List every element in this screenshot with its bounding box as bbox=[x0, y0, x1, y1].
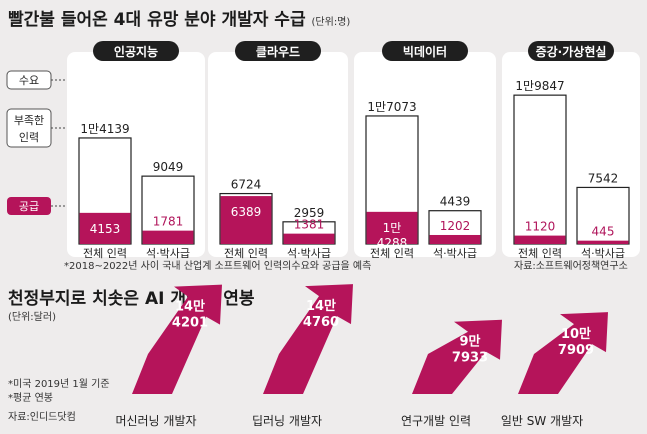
demand-value-label: 4439 bbox=[440, 195, 471, 209]
top-footnote: *2018~2022년 사이 국내 산업계 소프트웨어 인력의수요와 공급을 예… bbox=[64, 261, 372, 272]
panel-4-header bbox=[528, 41, 614, 61]
bottom-chart-unit: (단위:달러) bbox=[8, 312, 56, 323]
legend-supply-label: 공급 bbox=[19, 200, 39, 213]
supply-value-label: 4288 bbox=[377, 236, 408, 250]
legend-shortage-label: 부족한 bbox=[14, 114, 44, 127]
demand-value-label: 1만9847 bbox=[515, 79, 564, 93]
salary-arrow bbox=[518, 312, 608, 394]
category-label: 석·박사급 bbox=[146, 247, 190, 260]
supply-bar bbox=[514, 235, 566, 244]
supply-value-label: 1381 bbox=[294, 218, 325, 232]
panel-2-title: 클라우드 bbox=[256, 44, 300, 59]
category-label: 석·박사급 bbox=[287, 247, 331, 260]
supply-bar bbox=[79, 212, 131, 244]
panel-1-header bbox=[93, 41, 179, 61]
legend-shortage-label: 인력 bbox=[19, 131, 39, 144]
demand-value-label: 1만7073 bbox=[367, 100, 416, 114]
supply-value-label: 1120 bbox=[525, 220, 556, 234]
supply-value-label: 1만 bbox=[383, 221, 402, 235]
panel-3-header bbox=[382, 41, 468, 61]
salary-value-label: 10만 bbox=[561, 326, 591, 342]
salary-value-label: 4201 bbox=[172, 316, 208, 331]
category-label: 전체 인력 bbox=[83, 247, 127, 260]
supply-value-label: 445 bbox=[592, 225, 615, 239]
demand-value-label: 6724 bbox=[231, 178, 262, 192]
category-label: 전체 인력 bbox=[518, 247, 562, 260]
salary-value-label: 9만 bbox=[459, 334, 480, 350]
category-label: 석·박사급 bbox=[581, 247, 625, 260]
category-label: 전체 인력 bbox=[370, 247, 414, 260]
panel-3-title: 빅데이터 bbox=[403, 44, 447, 59]
supply-value-label: 4153 bbox=[90, 222, 121, 236]
demand-value-label: 7542 bbox=[588, 171, 619, 185]
demand-value-label: 1만4139 bbox=[80, 122, 129, 136]
top-chart-unit: (단위:명) bbox=[311, 17, 351, 28]
salary-category-label: 딥러닝 개발자 bbox=[252, 414, 322, 428]
legend-demand-label: 수요 bbox=[19, 74, 39, 87]
salary-arrow bbox=[412, 319, 502, 394]
bottom-source: 자료:인디드닷컴 bbox=[8, 412, 76, 423]
top-chart-title-text: 빨간불 들어온 4대 유망 분야 개발자 수급 bbox=[8, 10, 306, 30]
salary-value-label: 14만 bbox=[306, 298, 336, 314]
top-chart-title: 빨간불 들어온 4대 유망 분야 개발자 수급 (단위:명) bbox=[8, 5, 350, 30]
supply-bar bbox=[577, 240, 629, 244]
panel-1-title: 인공지능 bbox=[114, 44, 158, 59]
salary-arrow bbox=[263, 284, 353, 394]
salary-value-label: 7909 bbox=[558, 343, 594, 358]
demand-value-label: 9049 bbox=[153, 160, 184, 174]
top-source: 자료:소프트웨어정책연구소 bbox=[514, 261, 628, 272]
salary-category-label: 일반 SW 개발자 bbox=[501, 414, 583, 428]
salary-category-label: 연구개발 인력 bbox=[401, 414, 471, 428]
supply-value-label: 1781 bbox=[153, 215, 184, 229]
salary-arrow bbox=[132, 284, 222, 394]
panel-4-title: 증강·가상현실 bbox=[536, 44, 607, 59]
demand-value-label: 2959 bbox=[294, 206, 325, 220]
category-label: 석·박사급 bbox=[433, 247, 477, 260]
supply-bar bbox=[366, 211, 418, 244]
bottom-note-1: *미국 2019년 1월 기준 bbox=[8, 379, 110, 390]
legend-supply-box bbox=[7, 197, 51, 215]
supply-bar bbox=[142, 230, 194, 244]
bottom-note-2: *평균 연봉 bbox=[8, 393, 53, 404]
salary-category-label: 머신러닝 개발자 bbox=[115, 414, 196, 428]
supply-value-label: 6389 bbox=[231, 205, 262, 219]
supply-bar bbox=[429, 234, 481, 244]
salary-value-label: 4760 bbox=[303, 315, 339, 330]
salary-value-label: 14만 bbox=[175, 299, 205, 315]
supply-value-label: 1202 bbox=[440, 219, 471, 233]
supply-bar bbox=[220, 196, 272, 244]
supply-bar bbox=[283, 233, 335, 244]
panel-2-header bbox=[235, 41, 321, 61]
category-label: 전체 인력 bbox=[224, 247, 268, 260]
demand-bar bbox=[576, 186, 630, 245]
salary-value-label: 7933 bbox=[452, 351, 488, 366]
